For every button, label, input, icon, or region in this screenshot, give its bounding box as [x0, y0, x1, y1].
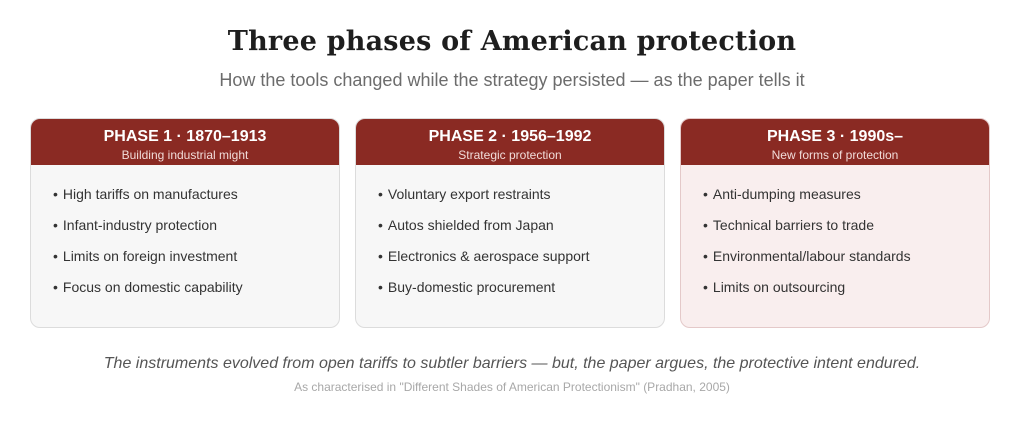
bullet-icon: •	[53, 186, 58, 202]
list-item-text: Limits on outsourcing	[712, 279, 846, 295]
list-item: • Autos shielded from Japan	[378, 216, 664, 247]
list-item-text: Voluntary export restraints	[387, 186, 551, 202]
phase-heading: PHASE 3 · 1990s–	[766, 128, 904, 145]
bullet-icon: •	[703, 248, 708, 264]
list-item-text: Electronics & aerospace support	[387, 248, 590, 264]
list-item: • Focus on domestic capability	[53, 278, 339, 309]
phase-card-header: PHASE 2 · 1956–1992 Strategic protection	[356, 119, 664, 165]
list-item-text: High tariffs on manufactures	[62, 186, 238, 202]
bullet-icon: •	[378, 186, 383, 202]
phase-card-2: PHASE 2 · 1956–1992 Strategic protection…	[355, 118, 665, 328]
list-item-text: Buy-domestic procurement	[387, 279, 556, 295]
list-item-text: Limits on foreign investment	[62, 248, 238, 264]
diagram-subtitle: How the tools changed while the strategy…	[219, 70, 805, 90]
list-item: • Limits on outsourcing	[703, 278, 989, 309]
bullet-icon: •	[53, 217, 58, 233]
list-item-text: Focus on domestic capability	[62, 279, 243, 295]
phase-caption: Building industrial might	[121, 148, 249, 162]
phase-item-list: • Anti-dumping measures • Technical barrie…	[681, 165, 989, 309]
source-citation: As characterised in "Different Shades of…	[294, 380, 730, 394]
list-item: • Limits on foreign investment	[53, 247, 339, 278]
list-item: • Technical barriers to trade	[703, 216, 989, 247]
list-item: • Environmental/labour standards	[703, 247, 989, 278]
phase-item-list: • Voluntary export restraints • Autos shie…	[356, 165, 664, 309]
bullet-icon: •	[378, 248, 383, 264]
phase-heading: PHASE 1 · 1870–1913	[103, 128, 267, 145]
bullet-icon: •	[703, 186, 708, 202]
phase-card-1: PHASE 1 · 1870–1913 Building industrial …	[30, 118, 340, 328]
phase-item-list: • High tariffs on manufactures • Infant-in…	[31, 165, 339, 309]
bullet-icon: •	[378, 217, 383, 233]
phase-card-3: PHASE 3 · 1990s– New forms of protection…	[680, 118, 990, 328]
phase-heading: PHASE 2 · 1956–1992	[428, 128, 592, 145]
list-item-text: Environmental/labour standards	[712, 248, 911, 264]
phase-cards: PHASE 1 · 1870–1913 Building industrial …	[30, 118, 994, 330]
list-item: • Anti-dumping measures	[703, 185, 989, 216]
list-item-text: Technical barriers to trade	[712, 217, 874, 233]
bullet-icon: •	[703, 217, 708, 233]
bullet-icon: •	[53, 279, 58, 295]
diagram-title: Three phases of American protection	[227, 26, 797, 57]
phase-card-header: PHASE 3 · 1990s– New forms of protection	[681, 119, 989, 165]
bullet-icon: •	[53, 248, 58, 264]
bullet-icon: •	[703, 279, 708, 295]
summary-quote: The instruments evolved from open tariff…	[103, 355, 921, 372]
list-item-text: Autos shielded from Japan	[387, 217, 554, 233]
phase-card-header: PHASE 1 · 1870–1913 Building industrial …	[31, 119, 339, 165]
list-item-text: Anti-dumping measures	[712, 186, 861, 202]
list-item-text: Infant-industry protection	[62, 217, 217, 233]
phase-caption: Strategic protection	[458, 148, 562, 162]
bullet-icon: •	[378, 279, 383, 295]
phase-caption: New forms of protection	[771, 148, 899, 162]
list-item: • Voluntary export restraints	[378, 185, 664, 216]
list-item: • High tariffs on manufactures	[53, 185, 339, 216]
list-item: • Buy-domestic procurement	[378, 278, 664, 309]
list-item: • Electronics & aerospace support	[378, 247, 664, 278]
list-item: • Infant-industry protection	[53, 216, 339, 247]
